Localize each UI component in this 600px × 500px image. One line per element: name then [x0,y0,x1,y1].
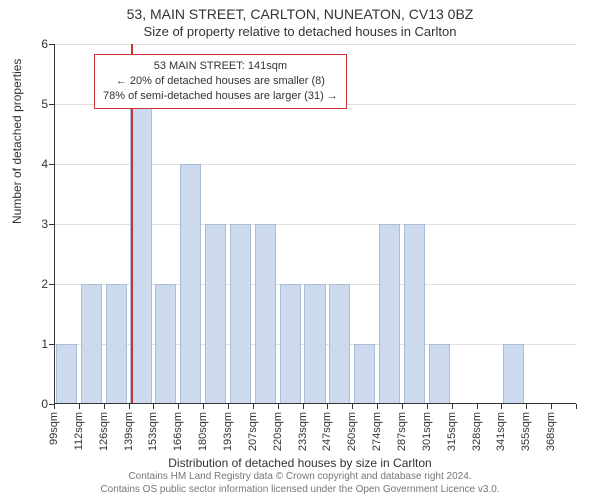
ytick-label: 2 [32,277,48,291]
xtick-label: 220sqm [272,412,284,451]
xtick-label: 315sqm [446,412,458,451]
ytick-label: 4 [32,157,48,171]
xtick-label: 193sqm [222,412,234,451]
xtick-mark [427,404,428,409]
xtick-mark [253,404,254,409]
xtick-mark [129,404,130,409]
histogram-bar [304,284,325,404]
annotation-line2: ← 20% of detached houses are smaller (8) [103,74,338,89]
histogram-bar [130,104,151,404]
histogram-bar [379,224,400,404]
histogram-bar [180,164,201,404]
xtick-mark [54,404,55,409]
y-axis-line [54,44,55,404]
histogram-bar [280,284,301,404]
xtick-label: 139sqm [123,412,135,451]
xtick-mark [278,404,279,409]
y-axis-title: Number of detached properties [10,59,24,224]
xtick-mark [477,404,478,409]
histogram-bar [56,344,77,404]
footer: Contains HM Land Registry data © Crown c… [0,471,600,496]
histogram-bar [155,284,176,404]
ytick-label: 1 [32,337,48,351]
histogram-bar [329,284,350,404]
xtick-label: 301sqm [421,412,433,451]
histogram-bar [255,224,276,404]
histogram-bar [230,224,251,404]
xtick-label: 112sqm [73,412,85,450]
footer-line2: Contains OS public sector information li… [0,484,600,497]
xtick-mark [402,404,403,409]
chart-title-sub: Size of property relative to detached ho… [0,24,600,39]
xtick-mark [79,404,80,409]
histogram-bar [205,224,226,404]
ytick-label: 0 [32,397,48,411]
xtick-mark [178,404,179,409]
xtick-mark [551,404,552,409]
x-axis-line [54,403,576,404]
xtick-mark [526,404,527,409]
histogram-bar [81,284,102,404]
xtick-mark [104,404,105,409]
chart-container: 53, MAIN STREET, CARLTON, NUNEATON, CV13… [0,0,600,500]
xtick-label: 166sqm [172,412,184,451]
xtick-label: 368sqm [545,412,557,451]
xtick-label: 287sqm [396,412,408,451]
x-axis-title: Distribution of detached houses by size … [0,456,600,470]
xtick-label: 180sqm [197,412,209,451]
xtick-label: 260sqm [346,412,358,451]
xtick-mark [576,404,577,409]
xtick-label: 274sqm [371,412,383,451]
xtick-label: 341sqm [495,412,507,451]
ytick-label: 3 [32,217,48,231]
xtick-mark [377,404,378,409]
histogram-bar [404,224,425,404]
xtick-mark [203,404,204,409]
xtick-label: 126sqm [98,412,110,451]
xtick-label: 99sqm [48,412,60,445]
xtick-label: 247sqm [321,412,333,451]
xtick-label: 328sqm [471,412,483,451]
ytick-label: 6 [32,37,48,51]
histogram-bar [354,344,375,404]
histogram-bar [429,344,450,404]
xtick-mark [303,404,304,409]
xtick-mark [352,404,353,409]
plot-area: 012345699sqm112sqm126sqm139sqm153sqm166s… [54,44,576,404]
xtick-label: 355sqm [520,412,532,451]
footer-line1: Contains HM Land Registry data © Crown c… [0,471,600,484]
xtick-mark [452,404,453,409]
chart-title-main: 53, MAIN STREET, CARLTON, NUNEATON, CV13… [0,6,600,22]
xtick-label: 207sqm [247,412,259,451]
xtick-mark [228,404,229,409]
xtick-mark [153,404,154,409]
annotation-line1: 53 MAIN STREET: 141sqm [103,59,338,74]
xtick-label: 153sqm [147,412,159,451]
xtick-label: 233sqm [297,412,309,451]
xtick-mark [501,404,502,409]
annotation-box: 53 MAIN STREET: 141sqm ← 20% of detached… [94,54,347,109]
histogram-bar [503,344,524,404]
ytick-label: 5 [32,97,48,111]
xtick-mark [327,404,328,409]
annotation-line3: 78% of semi-detached houses are larger (… [103,89,338,104]
histogram-bar [106,284,127,404]
